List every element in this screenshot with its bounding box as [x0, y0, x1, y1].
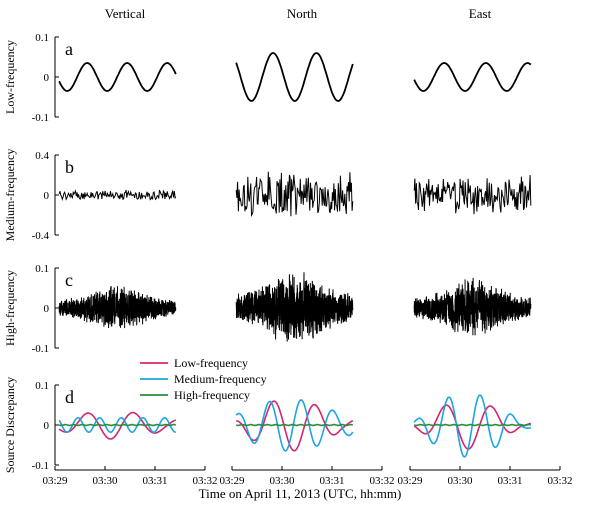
curve-medium-frequency — [413, 394, 532, 458]
curve-high-frequency — [236, 423, 353, 427]
x-tick-label: 03:32 — [192, 475, 217, 487]
waveform — [235, 272, 354, 342]
x-tick-label: 03:30 — [92, 475, 118, 487]
y-tick-label: 0.1 — [35, 380, 49, 392]
series-b-vertical — [58, 189, 177, 202]
waveform — [413, 62, 532, 92]
panel-b: 0.4 0 -0.4 Medium-frequency b — [3, 149, 532, 242]
panel-letter: b — [65, 157, 74, 177]
x-tick-label: 03:29 — [219, 475, 245, 487]
column-title-north: North — [287, 6, 318, 21]
waveform — [413, 277, 532, 336]
legend-label: High-frequency — [174, 388, 250, 402]
x-tick-label: 03:29 — [397, 475, 423, 487]
x-tick-label: 03:31 — [497, 475, 522, 487]
x-axis-east: 03:29 03:30 03:31 03:32 — [397, 466, 573, 487]
series-b-east — [413, 174, 532, 215]
legend-label: Medium-frequency — [174, 372, 267, 386]
y-tick-label: 0 — [44, 303, 50, 315]
panel-d: 0.1 0 -0.1 Source Discrepancy d Low-frequency… — [3, 356, 532, 473]
curve-high-frequency — [414, 423, 531, 427]
x-axis-north: 03:29 03:30 03:31 03:32 — [219, 466, 395, 487]
waveform — [58, 62, 177, 92]
panel-a: 0.1 0 -0.1 Low-frequency a — [3, 32, 532, 124]
series-d-vertical — [58, 411, 177, 440]
series-c-vertical — [58, 285, 177, 329]
panel-letter: d — [65, 387, 74, 407]
waveform — [58, 189, 177, 202]
waveform — [58, 285, 177, 329]
curve-low-frequency — [58, 411, 177, 440]
panel-letter: a — [65, 39, 73, 59]
series-d-east — [413, 394, 532, 458]
y-tick-label: 0 — [44, 72, 50, 84]
y-tick-label: 0 — [44, 190, 50, 202]
panel-letter: c — [65, 270, 73, 290]
y-tick-label: -0.1 — [32, 460, 49, 472]
x-tick-label: 03:29 — [42, 475, 68, 487]
x-tick-label: 03:30 — [269, 475, 295, 487]
y-tick-label: 0.4 — [35, 150, 49, 162]
y-tick-label: -0.4 — [32, 230, 50, 242]
curve-medium-frequency — [58, 416, 176, 434]
y-tick-label: 0 — [44, 420, 50, 432]
x-tick-label: 03:32 — [369, 475, 394, 487]
legend-label: Low-frequency — [174, 356, 248, 370]
series-b-north — [235, 171, 354, 217]
y-tick-label: -0.1 — [32, 112, 49, 124]
y-axis-label: Low-frequency — [3, 40, 17, 114]
waveform — [413, 174, 532, 215]
y-axis-label: High-frequency — [3, 270, 17, 346]
series-c-east — [413, 277, 532, 336]
series-c-north — [235, 272, 354, 342]
y-tick-label: 0.1 — [35, 263, 49, 275]
curve-high-frequency — [59, 423, 176, 427]
series-a-east — [413, 62, 532, 92]
x-tick-label: 03:32 — [547, 475, 572, 487]
series-a-north — [235, 52, 354, 102]
y-tick-label: -0.1 — [32, 343, 49, 355]
x-tick-label: 03:31 — [319, 475, 344, 487]
series-d-north — [235, 399, 354, 452]
x-axis-label: Time on April 11, 2013 (UTC, hh:mm) — [199, 486, 402, 501]
x-tick-label: 03:30 — [447, 475, 473, 487]
curve-medium-frequency — [235, 399, 354, 452]
x-axis-vertical: 03:29 03:30 03:31 03:32 — [42, 466, 218, 487]
panel-c: 0.1 0 -0.1 High-frequency c — [3, 263, 532, 355]
waveform — [235, 52, 354, 102]
column-title-vertical: Vertical — [105, 6, 146, 21]
x-tick-label: 03:31 — [142, 475, 167, 487]
series-a-vertical — [58, 62, 177, 92]
y-tick-label: 0.1 — [35, 32, 49, 44]
legend: Low-frequency Medium-frequency High-freque… — [140, 356, 267, 402]
y-axis-label: Medium-frequency — [3, 149, 17, 242]
curve-low-frequency — [236, 400, 354, 452]
column-title-east: East — [469, 6, 492, 21]
waveform — [235, 171, 354, 217]
y-axis-label: Source Discrepancy — [3, 377, 17, 473]
